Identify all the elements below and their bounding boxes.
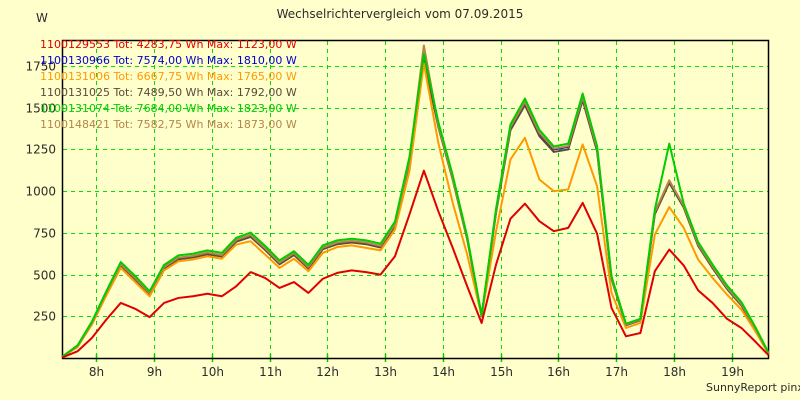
x-axis-tick-label: 18h — [663, 365, 686, 379]
plot-frame — [61, 39, 770, 360]
legend-entry-1100130966: 1100130966 Tot: 7574,00 Wh Max: 1810,00 … — [40, 54, 297, 67]
series-line-1100131006 — [62, 62, 769, 358]
legend-entry-1100131074: 1100131074 Tot: 7684,00 Wh Max: 1823,00 … — [40, 102, 297, 115]
y-axis-unit-label: W — [36, 11, 48, 25]
legend-entry-1100131025: 1100131025 Tot: 7489,50 Wh Max: 1792,00 … — [40, 86, 297, 99]
legend-entry-1100131006: 1100131006 Tot: 6667,75 Wh Max: 1765,00 … — [40, 70, 297, 83]
series-line-1100130966 — [62, 52, 769, 358]
series-line-1100131074 — [62, 52, 769, 357]
y-axis-ticks: 250 500 750 1000 1250 1500 1750 — [25, 60, 56, 324]
x-axis-tick-label: 15h — [490, 365, 513, 379]
x-axis-tick-label: 14h — [432, 365, 455, 379]
legend: 1100129553 Tot: 4283,75 Wh Max: 1123,00 … — [40, 38, 297, 131]
legend-entry-1100148421: 1100148421 Tot: 7582,75 Wh Max: 1873,00 … — [40, 118, 297, 131]
y-axis-tick-label: 750 — [33, 227, 56, 241]
x-axis-tick-label: 11h — [259, 365, 282, 379]
legend-entry-1100129553: 1100129553 Tot: 4283,75 Wh Max: 1123,00 … — [40, 38, 297, 51]
x-axis-tick-label: 16h — [547, 365, 570, 379]
page-title: Wechselrichtervergleich vom 07.09.2015 — [276, 7, 524, 21]
data-series — [62, 44, 769, 359]
series-line-1100129553 — [62, 169, 769, 359]
y-axis-tick-label: 500 — [33, 269, 56, 283]
y-axis-tick-label: 1000 — [25, 185, 56, 199]
y-axis-tick-label: 1250 — [25, 143, 56, 157]
x-axis-tick-label: 8h — [89, 365, 104, 379]
x-axis-tick-label: 17h — [605, 365, 628, 379]
x-axis-tick-label: 13h — [374, 365, 397, 379]
x-axis-tick-label: 9h — [147, 365, 162, 379]
y-axis-tick-label: 1500 — [25, 102, 56, 116]
y-axis-tick-label: 250 — [33, 310, 56, 324]
footer-attribution: SunnyReport pinxit — [706, 381, 800, 394]
x-axis-tick-label: 12h — [316, 365, 339, 379]
y-axis-tick-label: 1750 — [25, 60, 56, 74]
x-axis-tick-label: 19h — [721, 365, 744, 379]
x-axis-tick-label: 10h — [201, 365, 224, 379]
x-axis-ticks: 8h 9h 10h 11h 12h 13h 14h 15h 16h 17h 18h 19h — [89, 354, 744, 379]
